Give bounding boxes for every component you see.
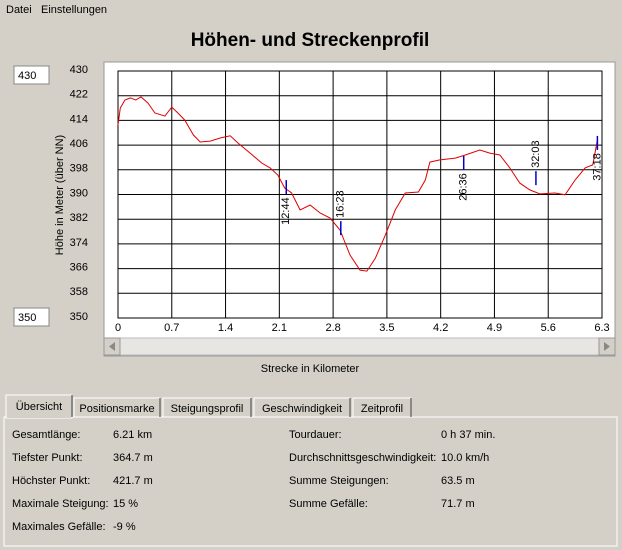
summary-label: Summe Steigungen: xyxy=(289,475,389,487)
chart-title: Höhen- und Streckenprofil xyxy=(191,30,430,51)
tab-panel xyxy=(3,416,618,547)
summary-label: Maximale Steigung: xyxy=(12,498,109,510)
tab-label[interactable]: Steigungsprofil xyxy=(171,403,244,415)
summary-value: 6.21 km xyxy=(113,429,152,441)
y-tick-label: 398 xyxy=(70,163,88,175)
x-tick-label: 2.8 xyxy=(325,322,340,334)
y-tick-label: 350 xyxy=(70,311,88,323)
summary-label: Summe Gefälle: xyxy=(289,498,368,510)
min-input[interactable] xyxy=(13,307,50,327)
y-tick-label: 406 xyxy=(70,138,88,150)
menu-item[interactable]: Einstellungen xyxy=(41,4,107,16)
time-marker-label: 37:18 xyxy=(591,153,603,181)
summary-value: 364.7 m xyxy=(113,452,153,464)
arrow-left xyxy=(109,342,115,351)
x-tick-label: 0.7 xyxy=(164,322,179,334)
max-input-text[interactable]: 430 xyxy=(18,70,36,82)
elevation-line xyxy=(117,96,598,272)
min-input-text[interactable]: 350 xyxy=(18,312,36,324)
x-tick-label: 6.3 xyxy=(594,322,609,334)
time-marker-label: 16:23 xyxy=(335,190,347,218)
time-marker-label: 26:36 xyxy=(458,173,470,201)
scrollbar[interactable] xyxy=(103,337,616,356)
summary-label: Durchschnittsgeschwindigkeit: xyxy=(289,452,436,464)
tab-label[interactable]: Geschwindigkeit xyxy=(262,403,342,415)
y-tick-label: 374 xyxy=(70,237,88,249)
y-tick-label: 390 xyxy=(70,187,88,199)
y-tick-label: 430 xyxy=(70,64,88,76)
y-axis-label: Höhe in Meter (über NN) xyxy=(54,135,66,255)
x-tick-label: 4.2 xyxy=(433,322,448,334)
x-axis-label: Strecke in Kilometer xyxy=(261,363,360,375)
tab-label[interactable]: Zeitprofil xyxy=(361,403,403,415)
summary-label: Gesamtlänge: xyxy=(12,429,80,441)
y-tick-label: 382 xyxy=(70,212,88,224)
summary-label: Maximales Gefälle: xyxy=(12,521,106,533)
y-tick-label: 358 xyxy=(70,286,88,298)
y-tick-label: 366 xyxy=(70,262,88,274)
x-tick-label: 3.5 xyxy=(379,322,394,334)
y-tick-label: 422 xyxy=(70,89,88,101)
x-tick-label: 5.6 xyxy=(541,322,556,334)
summary-value: 63.5 m xyxy=(441,475,475,487)
summary-value: 71.7 m xyxy=(441,498,475,510)
time-marker-label: 12:44 xyxy=(280,197,292,225)
summary-value: 0 h 37 min. xyxy=(441,429,495,441)
max-input[interactable] xyxy=(13,65,50,85)
x-tick-label: 2.1 xyxy=(272,322,287,334)
summary-value: -9 % xyxy=(113,521,136,533)
summary-label: Höchster Punkt: xyxy=(12,475,90,487)
summary-value: 421.7 m xyxy=(113,475,153,487)
summary-value: 15 % xyxy=(113,498,138,510)
x-tick-label: 4.9 xyxy=(487,322,502,334)
x-tick-label: 0 xyxy=(115,322,121,334)
tab-label[interactable]: Positionsmarke xyxy=(79,403,154,415)
tab-label[interactable]: Übersicht xyxy=(16,401,62,413)
time-marker-label: 32:03 xyxy=(530,140,542,168)
summary-label: Tourdauer: xyxy=(289,429,342,441)
x-tick-label: 1.4 xyxy=(218,322,233,334)
summary-value: 10.0 km/h xyxy=(441,452,489,464)
arrow-right xyxy=(604,342,610,351)
menu-item[interactable]: Datei xyxy=(6,4,32,16)
y-tick-label: 414 xyxy=(70,113,88,125)
summary-label: Tiefster Punkt: xyxy=(12,452,83,464)
